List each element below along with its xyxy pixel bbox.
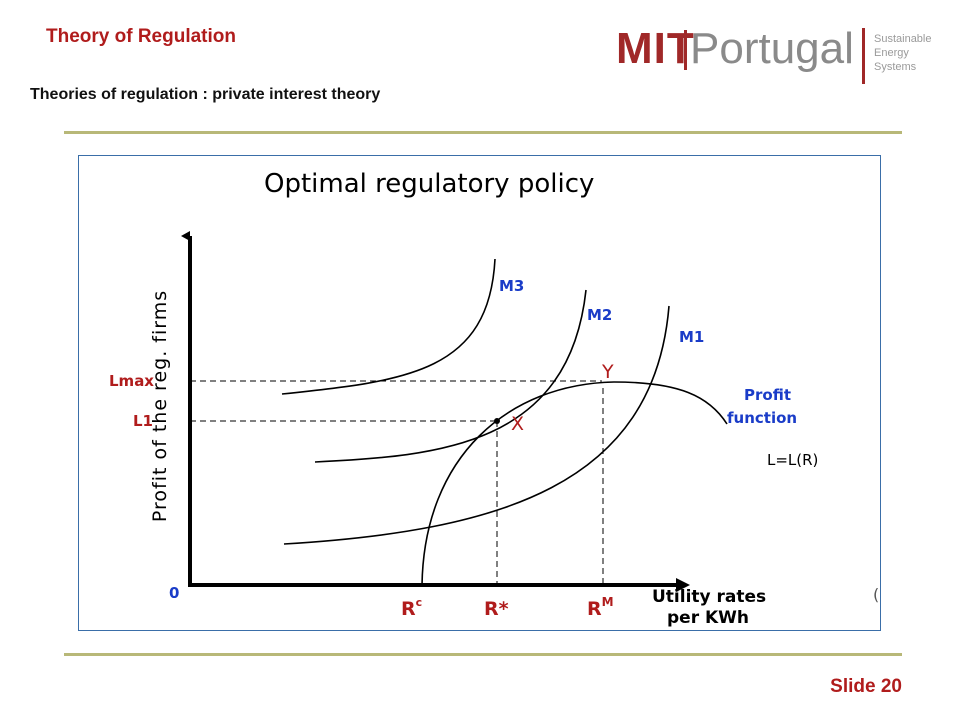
logo-sub-line-2: Energy xyxy=(874,47,909,59)
mit-portugal-logo: MIT Portugal Sustainable Energy Systems xyxy=(612,20,942,90)
x-axis-label-line-2: per KWh xyxy=(667,608,749,628)
logo-divider xyxy=(684,30,687,70)
rm-label: RM xyxy=(587,595,614,620)
y-axis-label: Profit of the reg. firms xyxy=(149,290,171,522)
logo-portugal-text: Portugal xyxy=(690,24,854,73)
logo-sub-line-1: Sustainable xyxy=(874,33,932,45)
curve-m2 xyxy=(314,289,587,463)
profit-label-line-2: function xyxy=(727,409,797,427)
rm-label-base: R xyxy=(587,598,602,620)
slide-title: Theory of Regulation xyxy=(46,26,236,47)
point-y-label: Y xyxy=(601,361,614,383)
rm-label-sup: M xyxy=(602,595,614,609)
m3-label: M3 xyxy=(499,277,524,295)
diagram-title: Optimal regulatory policy xyxy=(264,169,594,199)
m2-label: M2 xyxy=(587,306,612,324)
profit-function-curve xyxy=(421,381,728,586)
point-x-label: X xyxy=(511,413,524,435)
rc-label-sup: c xyxy=(416,596,423,609)
equation-label: L=L(R) xyxy=(767,451,818,469)
lmax-label: Lmax xyxy=(109,372,154,390)
top-divider xyxy=(64,131,902,134)
slide-number-label: Slide xyxy=(830,676,876,697)
l1-label: L1 xyxy=(133,412,153,430)
point-x-marker xyxy=(494,418,500,424)
x-axis-arrowhead xyxy=(676,578,690,592)
logo-subtitle: Sustainable Energy Systems xyxy=(874,32,932,74)
profit-label-line-1: Profit xyxy=(744,386,791,404)
curve-m3 xyxy=(281,258,496,395)
logo-mit-text: MIT xyxy=(616,24,695,73)
bottom-divider xyxy=(64,653,902,656)
slide-number-value: 20 xyxy=(880,676,902,697)
origin-label: 0 xyxy=(169,584,179,602)
stray-mark: ( xyxy=(873,585,879,604)
x-axis-label-line-1: Utility rates xyxy=(652,587,766,607)
regulatory-policy-diagram: Optimal regulatory policy Profit of the … xyxy=(78,155,881,631)
logo-sub-line-3: Systems xyxy=(874,61,917,73)
logo-divider-2 xyxy=(862,28,865,84)
diagram-canvas: Optimal regulatory policy Profit of the … xyxy=(109,169,879,628)
rstar-label: R* xyxy=(484,598,509,620)
m1-label: M1 xyxy=(679,328,704,346)
slide-subtitle: Theories of regulation : private interes… xyxy=(30,86,381,103)
rc-label: Rc xyxy=(401,596,422,620)
rc-label-base: R xyxy=(401,598,416,620)
slide-number: Slide 20 xyxy=(830,676,902,698)
curve-m1 xyxy=(283,305,670,545)
